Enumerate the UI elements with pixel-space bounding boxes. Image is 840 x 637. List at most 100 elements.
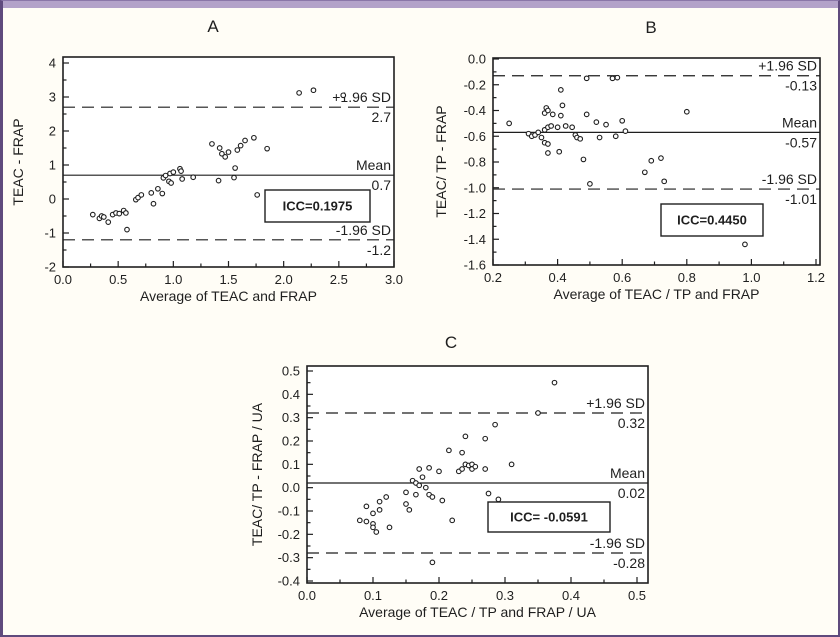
panel-A-upper-line-label: +1.96 SD <box>332 89 391 105</box>
panel-C-data-point <box>363 518 370 525</box>
panel-B-data-point <box>609 75 616 82</box>
panel-B-data-point <box>506 120 513 127</box>
panel-B-data-point <box>577 135 584 142</box>
panel-B-y-tick-label: -1.4 <box>464 232 486 247</box>
panel-C-y-tick-label: -0.4 <box>278 574 300 589</box>
panel-C-data-point <box>492 421 498 428</box>
panel-A-data-point <box>254 192 261 198</box>
panel-C-data-point <box>426 464 432 471</box>
panel-C-data-point <box>449 517 456 524</box>
panel-A-data-point <box>155 185 161 192</box>
panel-C-title: C <box>445 333 457 352</box>
panel-A-mean-line-value: 0.7 <box>372 177 392 193</box>
panel-C-data-point <box>495 496 502 503</box>
panel-C-data-point <box>373 529 380 535</box>
panel-A-mean-line-label: Mean <box>356 157 391 173</box>
panel-C-x-tick-label: 0.1 <box>364 588 382 603</box>
panel-A-x-tick-label: 3.0 <box>385 272 403 287</box>
panel-B-data-point <box>641 169 648 176</box>
panel-B-data-point <box>661 178 668 185</box>
panel-A-data-point <box>116 210 123 217</box>
panel-B-x-tick-label: 1.0 <box>742 270 760 285</box>
panel-B-x-tick-label: 0.4 <box>549 270 567 285</box>
panel-B-x-tick-label: 1.2 <box>807 270 825 285</box>
panel-A-y-tick-label: -1 <box>44 226 56 241</box>
panel-B-x-tick-label: 0.8 <box>678 270 696 285</box>
panel-B-data-point <box>569 124 575 131</box>
panel-C-upper-line-label: +1.96 SD <box>586 395 645 411</box>
panel-B-icc-label: ICC=0.4450 <box>677 213 747 228</box>
panel-C-data-point <box>383 494 390 500</box>
panel-C-data-point <box>429 494 436 500</box>
panel-C-data-point <box>485 490 492 497</box>
panel-A-y-tick-label: -2 <box>44 260 56 275</box>
panel-B-data-point <box>545 150 551 156</box>
panel-C-data-point <box>446 447 452 454</box>
panel-C-data-point <box>376 506 383 513</box>
panel-C-lower-line-value: -0.28 <box>613 555 645 571</box>
panel-C-data-point <box>482 435 489 442</box>
panel-A-y-tick-label: 1 <box>49 158 56 173</box>
panel-A-data-point <box>162 172 169 179</box>
panel-B-data-point <box>612 133 619 140</box>
panel-A-data-point <box>100 214 107 220</box>
panel-B-data-point <box>559 102 566 109</box>
panel-C-data-point <box>429 559 436 566</box>
panel-C-data-point <box>363 503 370 510</box>
panel-B-y-tick-label: -1.6 <box>464 258 486 273</box>
panel-C-y-tick-label: 0.5 <box>282 364 300 379</box>
panel-A-x-tick-label: 1.0 <box>164 272 182 287</box>
panel-A-data-point <box>170 169 177 175</box>
panel-B-data-point <box>658 155 664 161</box>
panel-B-x-tick-label: 0.6 <box>613 270 631 285</box>
panel-B-data-point <box>583 111 590 118</box>
panel-A-icc-box <box>264 189 371 223</box>
panel-B-data-point <box>549 111 556 118</box>
panel-A-data-point <box>159 190 166 197</box>
panel-A-data-point <box>340 92 347 99</box>
panel-C-y-tick-label: 0.2 <box>282 434 300 449</box>
panel-B-data-point <box>596 134 603 141</box>
panel-C-data-point <box>551 379 558 386</box>
panel-B-data-point <box>562 123 569 129</box>
panel-A-x-tick-label: 2.5 <box>330 272 348 287</box>
panel-A-data-point <box>234 147 241 153</box>
panel-A-x-tick-label: 2.0 <box>275 272 293 287</box>
panel-C-data-point <box>376 498 383 505</box>
panel-A-x-tick-label: 0.0 <box>54 272 72 287</box>
panel-A-data-point <box>231 174 237 181</box>
panel-A-y-axis-title: TEAC - FRAP <box>10 118 26 205</box>
panel-B-data-point <box>538 134 545 141</box>
panel-A-lower-line-value: -1.2 <box>367 242 391 258</box>
panel-A-icc-label: ICC=0.1975 <box>283 199 353 214</box>
panel-C-x-tick-label: 0.5 <box>628 588 646 603</box>
panel-C-x-tick-label: 0.2 <box>430 588 448 603</box>
panel-B-y-tick-label: -1.2 <box>464 206 486 221</box>
panel-C-x-axis-title: Average of TEAC / TP and FRAP / UA <box>359 604 596 620</box>
panel-C-y-tick-label: 0.3 <box>282 410 300 425</box>
panel-B-mean-line-value: -0.57 <box>785 134 817 150</box>
panel-A-data-point <box>138 192 145 198</box>
panel-A-x-tick-label: 1.5 <box>219 272 237 287</box>
panel-C-data-point <box>439 497 446 504</box>
panel-B-x-axis-title: Average of TEAC / TP and FRAP <box>554 286 760 302</box>
panel-A-data-point <box>264 145 270 152</box>
panel-C-y-tick-label: 0.1 <box>282 457 300 472</box>
panel-C-data-point <box>482 466 489 472</box>
panel-C-mean-line-label: Mean <box>610 465 645 481</box>
panel-C-data-point <box>386 524 393 531</box>
panel-A-title: A <box>207 17 219 36</box>
panel-A-frame <box>62 56 395 268</box>
panel-A-data-point <box>89 211 96 218</box>
panel-C-upper-line-value: 0.32 <box>618 415 645 431</box>
panel-A-data-point <box>190 174 197 181</box>
panel-B-data-point <box>554 124 561 131</box>
panel-C-data-point <box>403 501 409 507</box>
panel-B-y-tick-label: 0.0 <box>468 52 486 67</box>
panel-B-upper-line-label: +1.96 SD <box>758 58 817 74</box>
panel-C-data-point <box>472 463 479 470</box>
panel-A-y-tick-label: 4 <box>49 56 56 71</box>
panel-C-y-tick-label: 0.0 <box>282 480 300 495</box>
panel-C-data-point <box>535 410 541 416</box>
panel-C-data-point <box>403 489 409 496</box>
